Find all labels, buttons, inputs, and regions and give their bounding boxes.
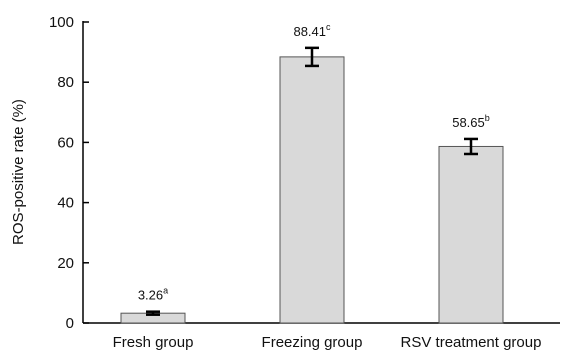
value-label: 88.41c — [293, 22, 331, 39]
value-label: 58.65b — [452, 113, 490, 130]
x-category-label: RSV treatment group — [401, 334, 542, 351]
bar — [438, 145, 504, 324]
x-category-label: Freezing group — [262, 334, 363, 351]
y-tick-label: 20 — [57, 255, 74, 272]
chart-labels: 3.26a Fresh group 88.41c Freezing group 58.6… — [113, 22, 542, 351]
y-tick-label: 0 — [66, 315, 74, 332]
y-axis-title: ROS-positive rate (%) — [10, 99, 27, 245]
bar — [279, 56, 345, 324]
y-tick-label: 60 — [57, 134, 74, 151]
y-tick-label: 100 — [49, 14, 74, 31]
y-tick-label: 40 — [57, 195, 74, 212]
y-tick-label: 80 — [57, 74, 74, 91]
x-category-label: Fresh group — [113, 334, 194, 351]
chart-bars — [120, 46, 504, 324]
value-label: 3.26a — [138, 286, 168, 303]
